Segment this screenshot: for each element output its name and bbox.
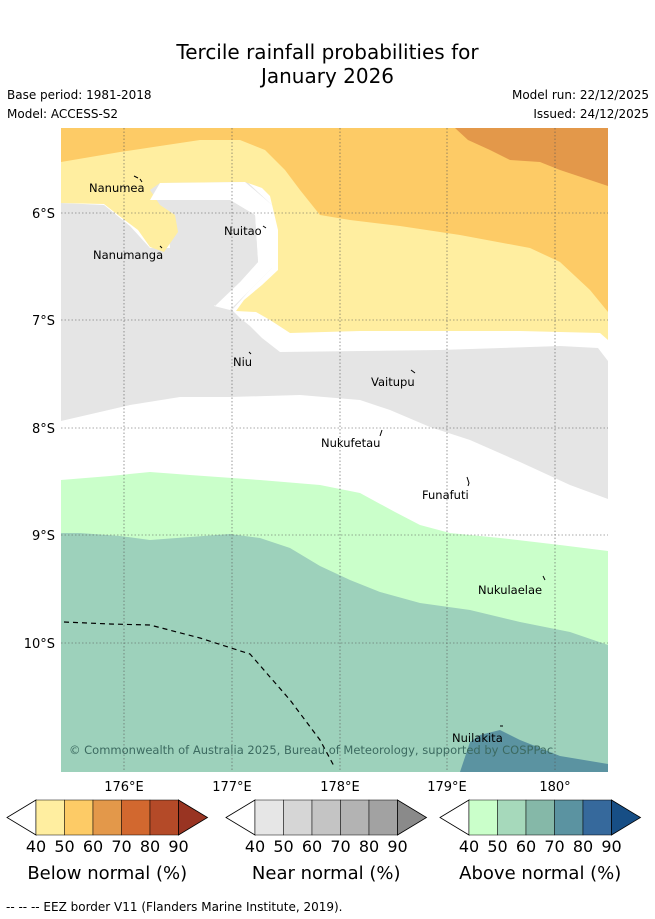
title-line-2: January 2026 bbox=[260, 64, 395, 88]
lat-label: 7°S bbox=[32, 314, 55, 329]
lon-label: 178°E bbox=[320, 780, 360, 795]
colorbar-segment bbox=[254, 799, 284, 836]
place-label: Nanumanga bbox=[93, 248, 163, 262]
colorbar-tick: 70 bbox=[111, 837, 131, 856]
region-white-wedge bbox=[150, 182, 272, 310]
lat-label: 6°S bbox=[32, 207, 55, 222]
colorbar-tick: 50 bbox=[487, 837, 507, 856]
region-below-50 bbox=[61, 128, 608, 312]
lat-label: 10°S bbox=[24, 637, 55, 652]
colorbar-tick: 60 bbox=[302, 837, 322, 856]
base-period: Base period: 1981-2018 bbox=[7, 88, 152, 102]
copyright-notice: © Commonwealth of Australia 2025, Bureau… bbox=[69, 743, 553, 757]
colorbar-extend-high bbox=[178, 799, 209, 836]
model-run: Model run: 22/12/2025 bbox=[511, 88, 649, 102]
lon-label: 180° bbox=[539, 780, 570, 795]
colorbar-segment bbox=[497, 799, 527, 836]
lat-label: 8°S bbox=[32, 422, 55, 437]
colorbar-tick: 90 bbox=[168, 837, 188, 856]
colorbar-segment bbox=[340, 799, 370, 836]
tercile-map: 6°S 7°S 8°S 9°S 10°S 176°E 177°E 178°E 1… bbox=[24, 128, 608, 795]
colorbar-extend-low bbox=[225, 799, 256, 836]
title-line-1: Tercile rainfall probabilities for bbox=[176, 40, 479, 64]
place-label: Nuilakita bbox=[452, 731, 503, 745]
colorbar-tick: 40 bbox=[459, 837, 479, 856]
colorbar-tick: 60 bbox=[516, 837, 536, 856]
model-name: Model: ACCESS-S2 bbox=[7, 107, 119, 121]
lon-label: 177°E bbox=[212, 780, 252, 795]
lat-labels: 6°S 7°S 8°S 9°S 10°S bbox=[24, 207, 55, 652]
region-grey-wedge bbox=[165, 200, 258, 306]
colorbar-segment bbox=[149, 799, 179, 836]
colorbar-tick: 60 bbox=[83, 837, 103, 856]
island-marks bbox=[133, 175, 546, 727]
colorbar-tick: 50 bbox=[54, 837, 74, 856]
colorbar-tick: 80 bbox=[573, 837, 593, 856]
colorbar-below-normal: 40 50 60 70 80 90 Below normal (%) bbox=[6, 799, 209, 884]
colorbar-segment bbox=[468, 799, 498, 836]
colorbar-tick: 90 bbox=[601, 837, 621, 856]
colorbar-segment bbox=[525, 799, 555, 836]
place-label: Niu bbox=[233, 355, 252, 369]
colorbars: 40 50 60 70 80 90 Below normal (%) 40 50 60 70 80 9… bbox=[6, 799, 642, 884]
lon-labels: 176°E 177°E 178°E 179°E 180° bbox=[104, 780, 570, 795]
colorbar-segment bbox=[283, 799, 313, 836]
issued-date: Issued: 24/12/2025 bbox=[533, 107, 649, 121]
colorbar-above-normal: 40 50 60 70 80 90 Above normal (%) bbox=[439, 799, 642, 884]
colorbar-tick: 80 bbox=[359, 837, 379, 856]
colorbar-tick: 70 bbox=[544, 837, 564, 856]
colorbar-tick: 90 bbox=[387, 837, 407, 856]
colorbar-tick: 80 bbox=[140, 837, 160, 856]
colorbar-extend-high bbox=[397, 799, 428, 836]
colorbar-label: Above normal (%) bbox=[459, 863, 621, 884]
place-label: Vaitupu bbox=[371, 375, 415, 389]
colorbar-label: Near normal (%) bbox=[252, 863, 401, 884]
colorbar-label: Below normal (%) bbox=[27, 863, 187, 884]
lon-label: 179°E bbox=[427, 780, 467, 795]
place-label: Nukufetau bbox=[321, 436, 380, 450]
region-above-70 bbox=[460, 730, 608, 772]
colorbar-segment bbox=[35, 799, 65, 836]
colorbar-near-normal: 40 50 60 70 80 90 Near normal (%) bbox=[225, 799, 428, 884]
colorbar-tick: 40 bbox=[245, 837, 265, 856]
colorbar-segment bbox=[92, 799, 122, 836]
place-label: Nuitao bbox=[224, 224, 262, 238]
colorbar-tick: 50 bbox=[273, 837, 293, 856]
grid bbox=[61, 128, 608, 772]
lat-label: 9°S bbox=[32, 529, 55, 544]
place-label: Nanumea bbox=[89, 181, 145, 195]
colorbar-segment bbox=[582, 799, 612, 836]
colorbar-segment bbox=[554, 799, 584, 836]
colorbar-segment bbox=[368, 799, 398, 836]
eez-border bbox=[63, 621, 336, 769]
colorbar-segment bbox=[121, 799, 151, 836]
place-label: Funafuti bbox=[422, 488, 469, 502]
eez-footnote: -- -- -- EEZ border V11 (Flanders Marine… bbox=[6, 900, 343, 914]
colorbar-extend-low bbox=[439, 799, 470, 836]
colorbar-extend-high bbox=[611, 799, 642, 836]
place-names: Nanumea Nanumanga Nuitao Niu Vaitupu Nuk… bbox=[89, 181, 542, 745]
colorbar-extend-low bbox=[6, 799, 37, 836]
lon-label: 176°E bbox=[104, 780, 144, 795]
region-below-60 bbox=[455, 128, 608, 186]
colorbar-tick: 40 bbox=[26, 837, 46, 856]
colorbar-tick: 70 bbox=[330, 837, 350, 856]
colorbar-segment bbox=[311, 799, 341, 836]
chart-title: Tercile rainfall probabilities for Janua… bbox=[0, 40, 655, 88]
colorbar-segment bbox=[64, 799, 94, 836]
place-label: Nukulaelae bbox=[478, 583, 542, 597]
